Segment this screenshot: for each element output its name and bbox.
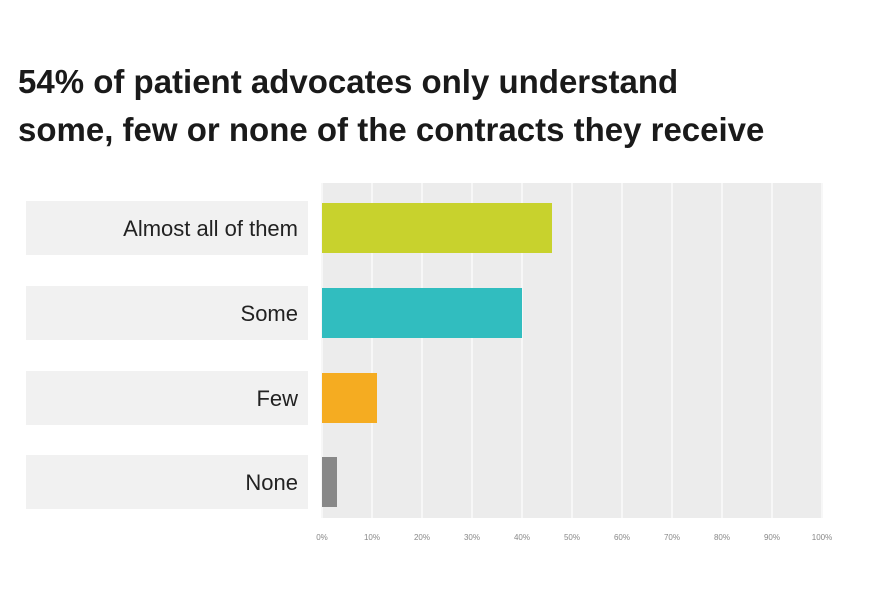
x-tick-label: 0%: [316, 533, 328, 542]
bars: [322, 203, 552, 507]
x-tick-label: 80%: [714, 533, 730, 542]
category-label: Almost all of them: [123, 216, 298, 241]
bar: [322, 288, 522, 338]
chart-title-line-1: 54% of patient advocates only understand: [18, 63, 679, 100]
x-tick-labels: 0% 10% 20% 30% 40% 50% 60% 70% 80% 90% 100%: [316, 533, 832, 542]
x-tick-label: 40%: [514, 533, 530, 542]
category-band: [26, 286, 308, 340]
x-tick-label: 70%: [664, 533, 680, 542]
bar: [322, 373, 377, 423]
bar: [322, 203, 552, 253]
bar: [322, 457, 337, 507]
category-labels: Almost all of them Some Few None: [123, 216, 298, 495]
x-tick-label: 10%: [364, 533, 380, 542]
category-row-bands: [26, 201, 308, 509]
chart-title-line-2: some, few or none of the contracts they …: [18, 111, 765, 148]
x-tick-label: 60%: [614, 533, 630, 542]
category-band: [26, 201, 308, 255]
x-tick-label: 100%: [812, 533, 832, 542]
x-tick-label: 90%: [764, 533, 780, 542]
category-label: Few: [256, 386, 298, 411]
category-band: [26, 371, 308, 425]
category-band: [26, 455, 308, 509]
chart-title: 54% of patient advocates only understand…: [18, 58, 878, 154]
x-tick-label: 20%: [414, 533, 430, 542]
x-tick-label: 30%: [464, 533, 480, 542]
x-tick-label: 50%: [564, 533, 580, 542]
category-label: Some: [241, 301, 298, 326]
category-label: None: [245, 470, 298, 495]
